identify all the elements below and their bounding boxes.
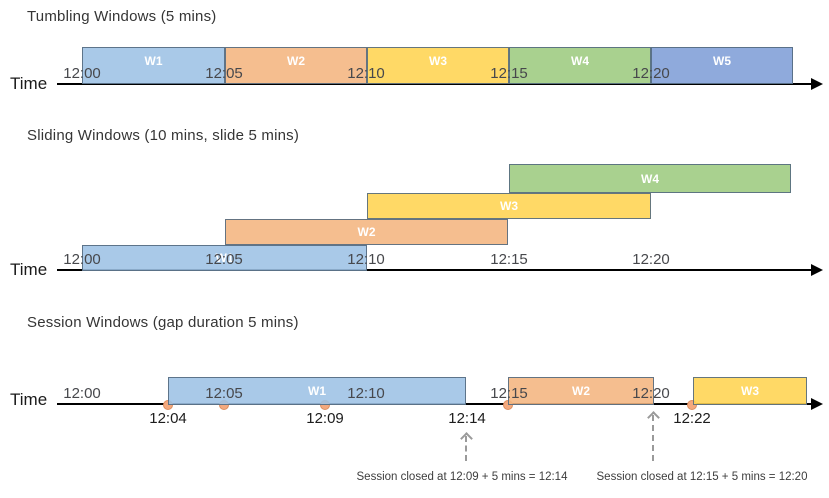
tumbling-tick-12:00: 12:00	[63, 65, 101, 82]
tumbling-timeline	[57, 83, 812, 85]
sliding-window-w2: W2	[225, 219, 508, 245]
session-tick-12:00: 12:00	[63, 385, 101, 402]
tumbling-window-label-w1: W1	[144, 54, 163, 68]
tumbling-window-w1: W1	[82, 47, 225, 84]
tumbling-window-label-w2: W2	[287, 54, 305, 68]
session-event-dot-4	[687, 400, 697, 410]
session-tick-12:20: 12:20	[632, 385, 670, 402]
session-window-w2: W2	[508, 377, 654, 405]
session-event-label-12:14: 12:14	[448, 410, 486, 427]
sliding-tick-12:15: 12:15	[490, 251, 528, 268]
tumbling-window-label-w4: W4	[571, 54, 589, 68]
sliding-timeline	[57, 269, 812, 271]
sliding-time-axis-label: Time	[10, 260, 48, 279]
sliding-tick-12:10: 12:10	[347, 251, 385, 268]
session-callout-arrow-2	[652, 415, 654, 461]
session-timeline-arrowhead	[811, 398, 823, 410]
tumbling-tick-12:05: 12:05	[205, 65, 243, 82]
session-tick-12:10: 12:10	[347, 385, 385, 402]
sliding-window-w1: W1	[82, 245, 367, 271]
sliding-tick-12:20: 12:20	[632, 251, 670, 268]
session-closed-annotation-2: Session closed at 12:15 + 5 mins = 12:20	[596, 471, 808, 483]
session-event-label-12:22: 12:22	[673, 410, 711, 427]
session-event-label-12:09: 12:09	[306, 410, 344, 427]
session-event-label-12:04: 12:04	[149, 410, 187, 427]
tumbling-tick-12:10: 12:10	[347, 65, 385, 82]
tumbling-tick-12:20: 12:20	[632, 65, 670, 82]
tumbling-timeline-arrowhead	[811, 78, 823, 90]
session-window-label-w1: W1	[308, 384, 326, 398]
sliding-section-title: Sliding Windows (10 mins, slide 5 mins)	[27, 127, 300, 144]
tumbling-window-label-w5: W5	[713, 54, 731, 68]
session-section-title: Session Windows (gap duration 5 mins)	[27, 314, 299, 331]
session-callout-arrow-1	[465, 436, 467, 461]
sliding-window-w4: W4	[509, 164, 791, 193]
tumbling-window-w4: W4	[509, 47, 651, 84]
sliding-window-label-w2: W2	[357, 225, 376, 239]
sliding-window-label-w4: W4	[641, 171, 659, 186]
session-tick-12:15: 12:15	[490, 385, 528, 402]
session-tick-12:05: 12:05	[205, 385, 243, 402]
tumbling-time-axis-label: Time	[10, 74, 48, 93]
sliding-window-label-w1: W1	[215, 251, 234, 265]
session-window-w1: W1	[168, 377, 466, 405]
tumbling-section-title: Tumbling Windows (5 mins)	[27, 8, 217, 25]
sliding-timeline-arrowhead	[811, 264, 823, 276]
session-time-axis-label: Time	[10, 390, 48, 409]
tumbling-window-label-w3: W3	[429, 54, 447, 68]
sliding-tick-12:00: 12:00	[63, 251, 101, 268]
tumbling-tick-12:15: 12:15	[490, 65, 528, 82]
session-closed-annotation-1: Session closed at 12:09 + 5 mins = 12:14	[356, 471, 568, 483]
sliding-tick-12:05: 12:05	[205, 251, 243, 268]
session-window-label-w2: W2	[572, 384, 590, 398]
sliding-window-w3: W3	[367, 193, 651, 219]
tumbling-window-w2: W2	[225, 47, 367, 84]
tumbling-window-w3: W3	[367, 47, 509, 84]
sliding-window-label-w3: W3	[500, 199, 518, 213]
session-window-w3: W3	[693, 377, 807, 405]
tumbling-window-w5: W5	[651, 47, 793, 84]
session-window-label-w3: W3	[741, 384, 759, 398]
